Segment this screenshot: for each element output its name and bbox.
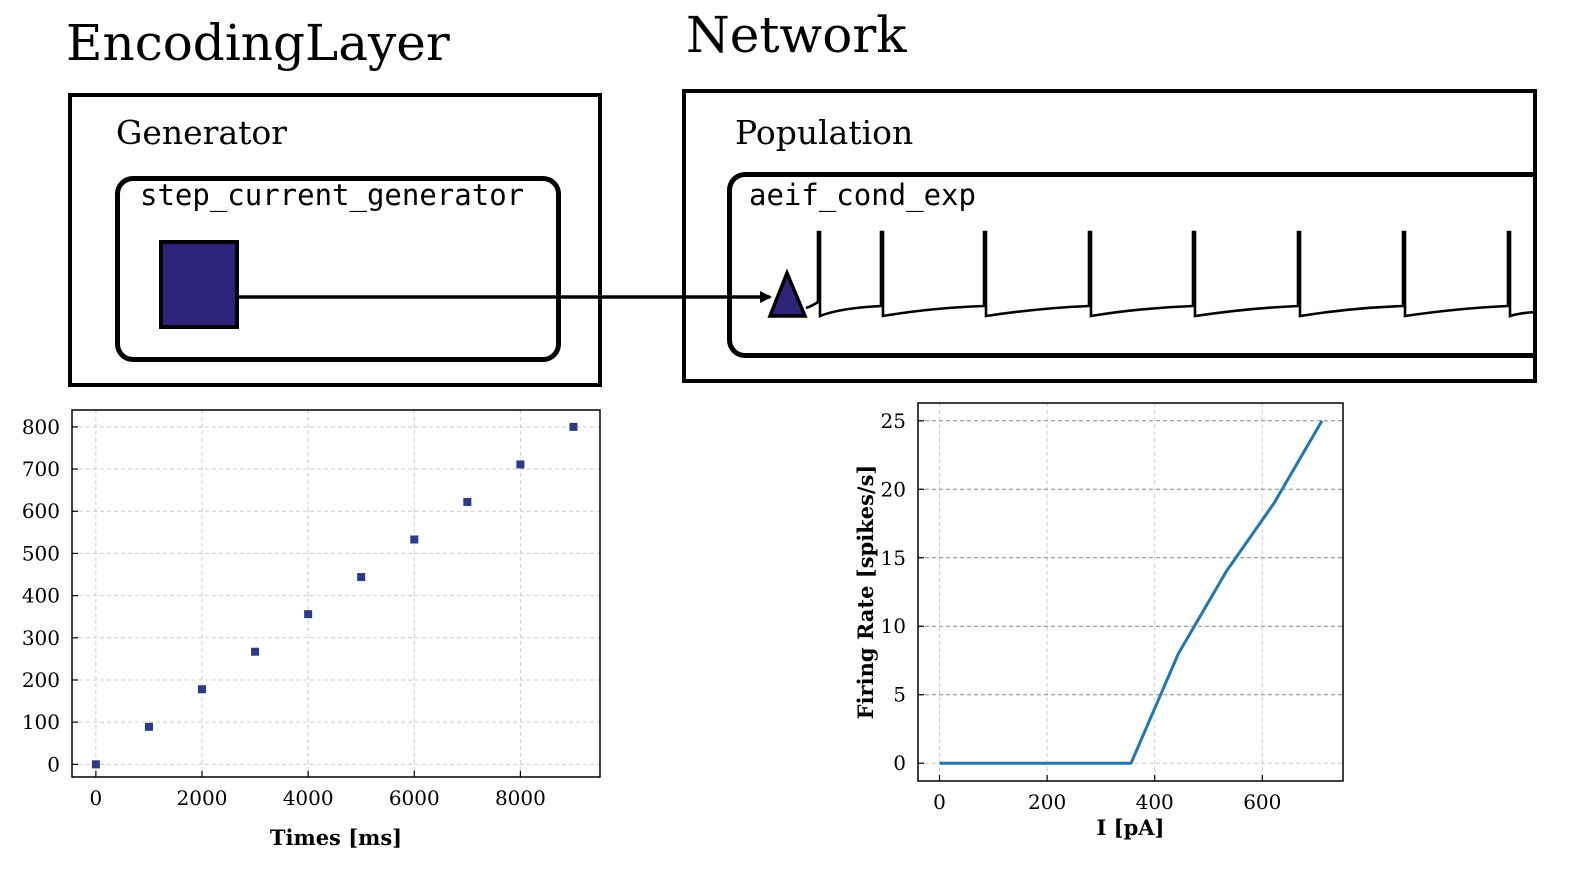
- y-tick-label: 10: [881, 614, 906, 638]
- x-tick-label: 600: [1243, 790, 1281, 814]
- data-point: [569, 422, 578, 431]
- x-axis-label: Times [ms]: [270, 825, 402, 850]
- x-tick-label: 200: [1028, 790, 1066, 814]
- y-tick-label: 500: [22, 541, 60, 565]
- x-tick-label: 400: [1136, 790, 1174, 814]
- x-tick-label: 6000: [389, 786, 440, 810]
- y-tick-label: 400: [22, 584, 60, 608]
- generator-amplitude-chart: 0 2000 4000 6000 8000 0 100 200 300 400 500 600 700 8…: [22, 409, 601, 850]
- x-axis-label: I [pA]: [1097, 815, 1165, 840]
- data-point: [144, 722, 153, 731]
- x-tick-label: 0: [90, 786, 103, 810]
- generator-label: Generator: [116, 113, 288, 152]
- x-tick-label: 0: [933, 790, 946, 814]
- data-point: [198, 685, 207, 694]
- data-point: [463, 497, 472, 506]
- y-tick-label: 0: [47, 752, 60, 776]
- firing-rate-chart: 0 200 400 600 0 5 10 15 20 25 I [pA] Firing Rate [s…: [853, 402, 1344, 840]
- y-tick-label: 20: [881, 477, 906, 501]
- generator-box: [68, 93, 602, 387]
- y-axis-label: Firing Rate [spikes/s]: [853, 465, 878, 720]
- y-tick-label: 700: [22, 457, 60, 481]
- plot-frame: [71, 409, 601, 778]
- membrane-trace: [805, 230, 1536, 318]
- network-title: Network: [686, 6, 907, 64]
- data-point: [357, 573, 366, 582]
- population-label: Population: [735, 113, 914, 152]
- y-tick-label: 300: [22, 626, 60, 650]
- population-box: [682, 89, 1537, 383]
- data-point: [251, 647, 260, 656]
- y-tick-label: 15: [881, 546, 906, 570]
- data-point: [516, 460, 525, 469]
- x-tick-label: 4000: [283, 786, 334, 810]
- neuron-model-box: [727, 172, 1537, 358]
- y-tick-label: 25: [881, 409, 906, 433]
- y-tick-label: 100: [22, 710, 60, 734]
- y-tick-label: 800: [22, 415, 60, 439]
- encoding-layer-title: EncodingLayer: [66, 14, 450, 72]
- data-point: [410, 535, 419, 544]
- generator-node: [159, 240, 239, 329]
- y-tick-label: 5: [893, 683, 906, 707]
- data-point: [91, 760, 100, 769]
- y-tick-label: 600: [22, 499, 60, 523]
- series-line: [939, 420, 1324, 765]
- step-current-generator-box: [115, 176, 561, 362]
- y-tick-label: 200: [22, 668, 60, 692]
- plot-frame: [917, 402, 1344, 782]
- data-point: [304, 610, 313, 619]
- x-tick-label: 8000: [495, 786, 546, 810]
- y-tick-label: 0: [893, 751, 906, 775]
- neuron-triangle: [767, 268, 808, 318]
- neuron-model-label: aeif_cond_exp: [749, 178, 976, 212]
- x-tick-label: 2000: [177, 786, 228, 810]
- generator-model-label: step_current_generator: [140, 178, 525, 212]
